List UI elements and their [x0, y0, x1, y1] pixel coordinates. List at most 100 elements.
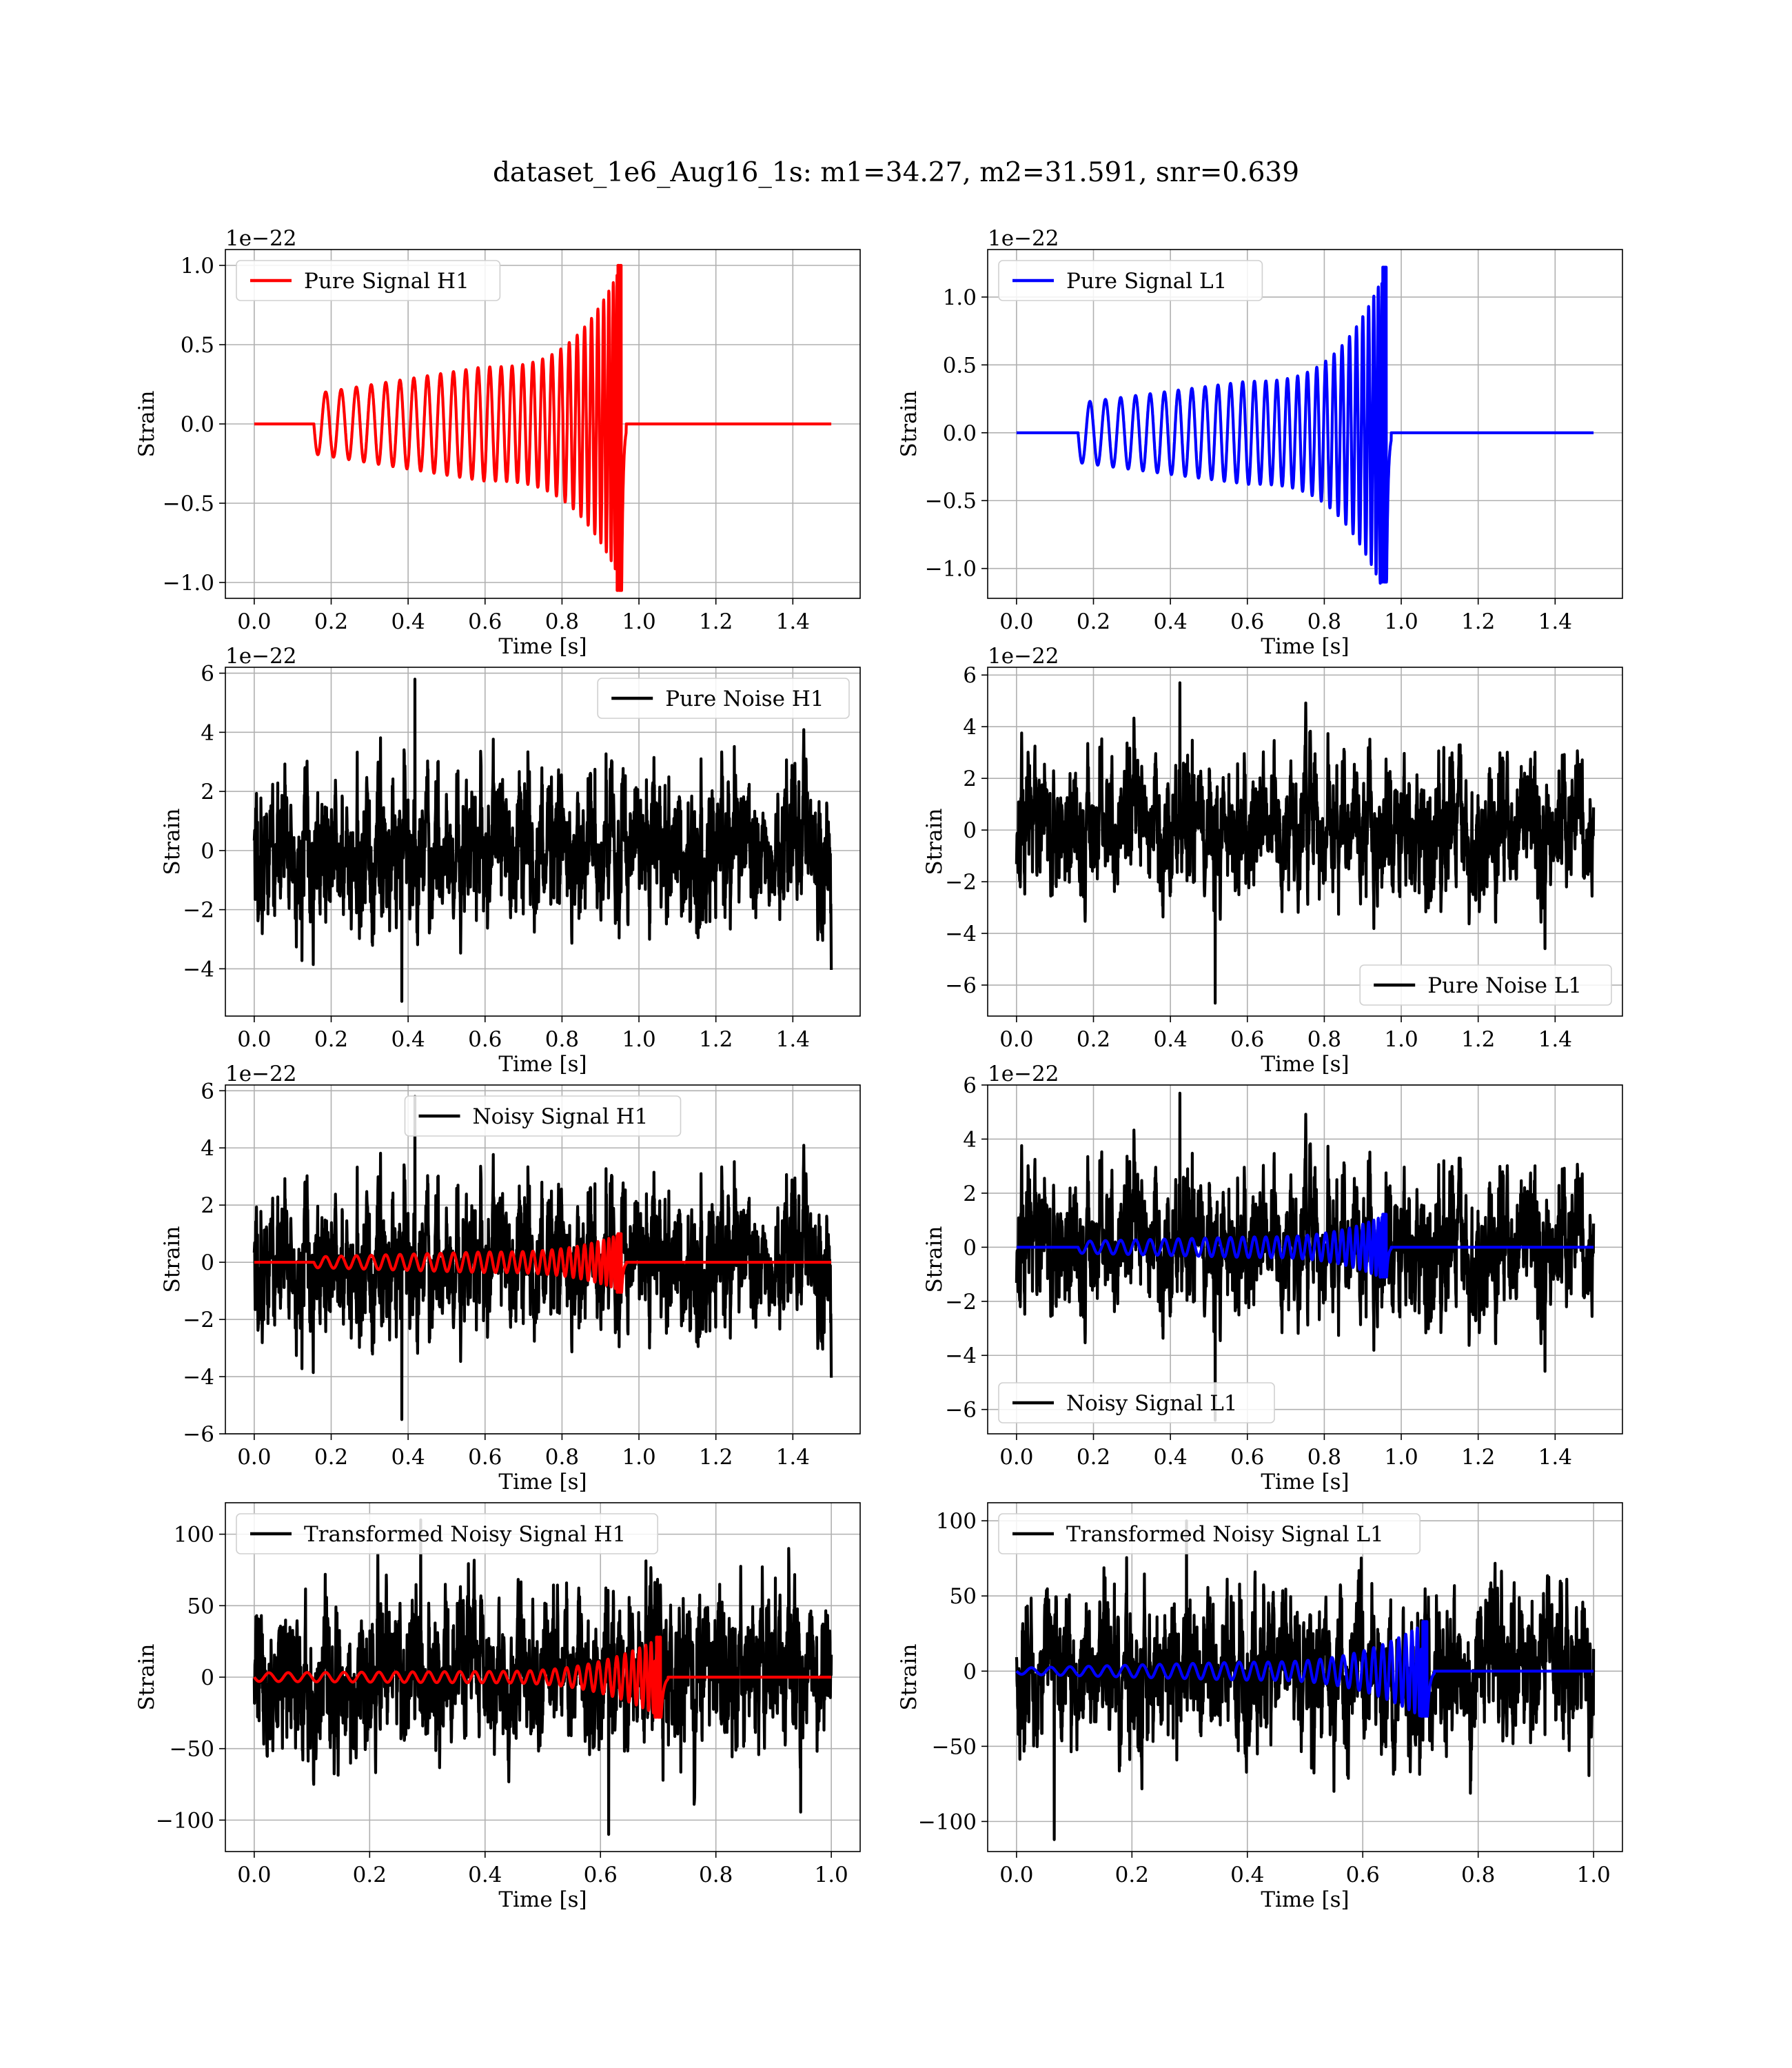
y-tick-label: 6	[963, 1073, 977, 1098]
legend-label: Noisy Signal L1	[1066, 1391, 1238, 1416]
x-tick-label: 0.2	[1077, 1445, 1110, 1470]
y-tick-label: −1.0	[925, 557, 977, 582]
x-tick-label: 0.2	[314, 609, 348, 634]
series-line-chirp-1	[1015, 1620, 1595, 1718]
y-tick-label: −1.0	[163, 571, 214, 596]
x-tick-label: 1.4	[776, 1027, 810, 1052]
panel-pure-signal-l1: 0.0 0.2 0.4 0.6 0.8 1.0 1.2 1.4 −1.0 −0.5 0.0 0.5 1.…	[897, 226, 1623, 659]
x-tick-label: 1.0	[1384, 1445, 1418, 1470]
x-tick-label: 0.4	[468, 1863, 502, 1887]
x-tick-label: 1.2	[1461, 609, 1495, 634]
legend: Noisy Signal H1	[404, 1095, 682, 1137]
y-tick-label: −100	[156, 1808, 214, 1833]
x-tick-label: 0.0	[999, 1027, 1033, 1052]
x-tick-label: 0.4	[1153, 1027, 1187, 1052]
y-tick-label: 0	[201, 839, 214, 864]
legend-box	[236, 1513, 659, 1554]
y-offset-text: 1e−22	[988, 644, 1059, 669]
legend-label: Noisy Signal H1	[473, 1104, 649, 1129]
series-line-chirp-1	[253, 1635, 833, 1719]
x-tick-label: 0.2	[314, 1445, 348, 1470]
x-tick-label: 1.4	[1538, 1445, 1572, 1470]
x-tick-label: 0.2	[314, 1027, 348, 1052]
figure-title: dataset_1e6_Aug16_1s: m1=34.27, m2=31.59…	[492, 157, 1300, 188]
y-offset-text: 1e−22	[225, 644, 297, 669]
y-tick-label: 0.0	[943, 421, 977, 446]
panel-noisy-signal-h1: 0.0 0.2 0.4 0.6 0.8 1.0 1.2 1.4 −6 −4 −2 0 2 4 6 Time […	[160, 1062, 861, 1494]
x-tick-label: 0.4	[1230, 1863, 1264, 1887]
axes-frame	[987, 1502, 1623, 1852]
x-tick-label: 1.2	[699, 1445, 733, 1470]
x-tick-label: 0.0	[237, 1445, 271, 1470]
x-tick-label: 1.0	[1384, 609, 1418, 634]
y-tick-label: 4	[201, 720, 214, 745]
y-tick-label: 2	[201, 780, 214, 804]
x-tick-label: 0.4	[1153, 1445, 1187, 1470]
x-tick-label: 1.2	[1461, 1445, 1495, 1470]
y-tick-label: 4	[963, 1127, 977, 1152]
x-tick-label: 1.2	[699, 609, 733, 634]
legend: Pure Noise L1	[1359, 964, 1612, 1006]
y-tick-label: 0.0	[181, 412, 214, 437]
legend-label: Transformed Noisy Signal L1	[1066, 1522, 1384, 1547]
y-tick-label: −2	[183, 898, 214, 923]
y-axis-label: Strain	[922, 1226, 947, 1293]
y-tick-label: 6	[201, 662, 214, 687]
x-tick-label: 0.8	[1461, 1863, 1495, 1887]
y-tick-label: −4	[183, 1365, 214, 1390]
axes-frame	[987, 667, 1623, 1017]
legend-box	[998, 1513, 1421, 1554]
y-tick-label: −100	[918, 1810, 977, 1834]
y-tick-label: 0	[201, 1250, 214, 1275]
series-line-transformed-noisy-signal-l1	[1015, 1519, 1596, 1841]
legend: Pure Signal H1	[236, 260, 501, 301]
x-tick-label: 1.0	[1576, 1863, 1610, 1887]
y-tick-label: 100	[174, 1523, 214, 1548]
x-tick-label: 0.0	[999, 1445, 1033, 1470]
y-tick-label: 0.5	[181, 333, 214, 358]
legend: Pure Signal L1	[998, 260, 1263, 301]
y-axis-label: Strain	[897, 1644, 922, 1711]
x-tick-label: 1.4	[776, 609, 810, 634]
series-line-pure-noise-l1	[1015, 681, 1596, 1005]
series-line-pure-signal-h1	[253, 263, 833, 592]
x-tick-label: 0.8	[1307, 609, 1341, 634]
legend-label: Pure Noise L1	[1427, 973, 1582, 998]
y-tick-label: −2	[945, 1290, 977, 1315]
y-tick-label: −50	[932, 1734, 977, 1759]
legend-label: Pure Signal L1	[1066, 269, 1227, 294]
legend-label: Pure Signal H1	[304, 269, 469, 294]
x-tick-label: 0.8	[1307, 1027, 1341, 1052]
x-tick-label: 0.6	[1230, 1027, 1264, 1052]
y-tick-label: 50	[187, 1594, 214, 1619]
y-tick-label: 0.5	[943, 353, 977, 378]
x-axis-label: Time [s]	[498, 1887, 587, 1912]
x-tick-label: 0.6	[1346, 1863, 1380, 1887]
y-offset-text: 1e−22	[988, 226, 1059, 251]
x-tick-label: 0.0	[999, 609, 1033, 634]
x-tick-label: 0.0	[237, 1863, 271, 1887]
y-axis-label: Strain	[160, 1226, 185, 1293]
x-tick-label: 1.0	[814, 1863, 848, 1887]
x-tick-label: 1.0	[622, 1027, 655, 1052]
y-tick-label: 1.0	[181, 254, 214, 278]
legend: Transformed Noisy Signal L1	[998, 1513, 1421, 1554]
series-line-pure-noise-h1	[252, 678, 833, 1003]
x-tick-label: 1.0	[622, 609, 655, 634]
y-tick-label: −4	[945, 1344, 977, 1368]
x-tick-label: 0.6	[468, 1027, 502, 1052]
x-tick-label: 0.6	[468, 1445, 502, 1470]
y-tick-label: 4	[201, 1136, 214, 1161]
legend-label: Pure Noise H1	[665, 687, 824, 711]
y-axis-label: Strain	[134, 1644, 159, 1711]
y-tick-label: 1.0	[943, 285, 977, 310]
x-tick-label: 1.4	[776, 1445, 810, 1470]
x-tick-label: 1.0	[1384, 1027, 1418, 1052]
y-tick-label: −2	[945, 870, 977, 895]
series-line-pure-signal-l1	[1015, 265, 1595, 585]
legend-label: Transformed Noisy Signal H1	[304, 1522, 626, 1547]
panel-noisy-signal-l1: 0.0 0.2 0.4 0.6 0.8 1.0 1.2 1.4 −6 −4 −2 0 2 4 6 Time […	[922, 1062, 1623, 1494]
x-tick-label: 0.6	[584, 1863, 618, 1887]
y-axis-label: Strain	[160, 809, 185, 875]
